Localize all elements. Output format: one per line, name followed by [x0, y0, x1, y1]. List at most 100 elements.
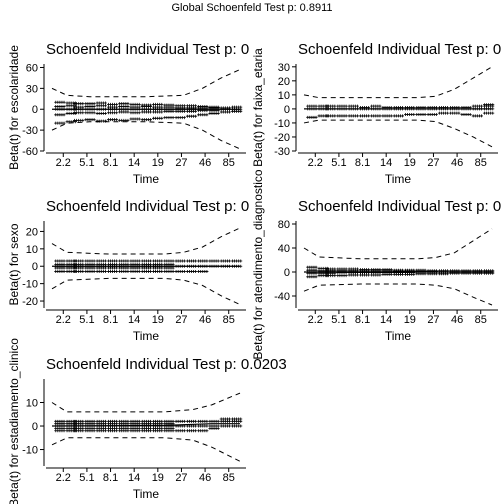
- x-tick-label: 5.1: [79, 157, 94, 169]
- x-tick-label: 19: [404, 314, 416, 326]
- data-point: [378, 104, 382, 108]
- y-tick-label: 0: [284, 267, 290, 279]
- y-tick-label: -10: [22, 445, 38, 457]
- data-point: [389, 114, 393, 118]
- data-point: [491, 269, 495, 273]
- data-point: [205, 429, 209, 433]
- y-tick-label: -10: [274, 118, 290, 130]
- data-point: [344, 114, 348, 118]
- data-point: [171, 263, 175, 266]
- data-point: [401, 114, 405, 118]
- x-tick-label: 19: [152, 314, 164, 326]
- data-point: [149, 269, 153, 273]
- x-tick-label: 8.1: [103, 157, 118, 169]
- y-tick-label: 10: [26, 244, 38, 256]
- data-point: [171, 419, 175, 423]
- y-tick-label: 0: [32, 421, 38, 433]
- data-point: [81, 259, 85, 263]
- chart-panel-4: Schoenfeld Individual Test p: 0 -40 0 40 80 2…: [251, 169, 501, 359]
- y-axis-label: Beta(t) for estadiamento_clinico: [7, 338, 21, 504]
- data-point: [81, 105, 85, 109]
- data-point: [103, 259, 107, 263]
- data-point: [227, 417, 231, 421]
- data-point: [137, 117, 141, 121]
- data-point: [378, 114, 382, 118]
- data-point: [92, 419, 96, 423]
- data-point: [182, 104, 186, 108]
- data-point: [205, 104, 209, 108]
- data-point: [216, 259, 220, 263]
- data-point: [333, 267, 337, 271]
- data-point: [401, 268, 405, 272]
- data-point: [126, 102, 130, 106]
- y-tick-label: 80: [278, 219, 290, 231]
- data-point: [92, 104, 96, 108]
- x-tick-label: 46: [199, 314, 211, 326]
- data-point: [227, 259, 231, 263]
- data-point: [103, 269, 107, 273]
- data-point: [103, 263, 107, 266]
- x-tick-label: 27: [427, 314, 439, 326]
- data-point: [314, 265, 318, 269]
- chart-panel-1: Schoenfeld Individual Test p: 0 -60 -30 0 30…: [7, 41, 249, 186]
- data-point: [182, 259, 186, 263]
- y-axis-label: Beta(t) for faixa_etaria: [251, 48, 265, 167]
- x-tick-label: 85: [475, 314, 487, 326]
- data-point: [205, 113, 209, 117]
- data-point: [149, 103, 153, 107]
- upper-band: [303, 66, 493, 99]
- data-point: [412, 113, 416, 117]
- data-point: [160, 263, 164, 266]
- data-point: [344, 104, 348, 108]
- data-point: [126, 259, 130, 263]
- y-tick-label: 0: [32, 104, 38, 116]
- data-point: [389, 268, 393, 272]
- data-point: [182, 116, 186, 120]
- data-point: [126, 110, 130, 114]
- data-point: [314, 115, 318, 119]
- x-tick-label: 5.1: [79, 472, 94, 484]
- data-point: [194, 104, 198, 108]
- x-tick-label: 14: [128, 314, 140, 326]
- data-point: [92, 259, 96, 263]
- data-point: [423, 113, 427, 117]
- data-point: [160, 269, 164, 273]
- data-point: [216, 111, 220, 115]
- data-point: [171, 259, 175, 263]
- x-tick-label: 85: [475, 157, 487, 169]
- x-axis-label: Time: [385, 329, 412, 343]
- data-point: [81, 118, 85, 122]
- data-point: [103, 101, 107, 105]
- x-tick-label: 46: [199, 157, 211, 169]
- upper-band: [303, 228, 493, 260]
- data-point: [314, 275, 318, 279]
- y-axis-label: Beta(t) for escolaridade: [7, 45, 21, 170]
- x-tick-label: 85: [223, 157, 235, 169]
- y-tick-label: 20: [278, 76, 290, 88]
- data-point: [216, 424, 220, 428]
- data-point: [314, 268, 318, 272]
- data-point: [314, 104, 318, 108]
- x-tick-label: 85: [223, 314, 235, 326]
- data-point: [137, 102, 141, 106]
- data-point: [160, 110, 164, 114]
- data-point: [62, 263, 66, 266]
- data-point: [205, 424, 209, 428]
- data-point: [126, 419, 130, 423]
- data-point: [126, 104, 130, 108]
- data-point: [62, 100, 66, 104]
- data-point: [149, 419, 153, 423]
- data-point: [62, 113, 66, 117]
- data-point: [355, 104, 359, 108]
- x-tick-label: 27: [175, 157, 187, 169]
- y-tick-label: 0: [32, 261, 38, 273]
- lower-band: [51, 437, 241, 462]
- x-tick-label: 8.1: [355, 314, 370, 326]
- data-point: [62, 419, 66, 423]
- x-tick-label: 2.2: [308, 314, 323, 326]
- data-point: [126, 263, 130, 266]
- data-point: [239, 417, 243, 421]
- data-point: [160, 105, 164, 109]
- y-tick-label: 0: [284, 104, 290, 116]
- x-tick-label: 2.2: [308, 157, 323, 169]
